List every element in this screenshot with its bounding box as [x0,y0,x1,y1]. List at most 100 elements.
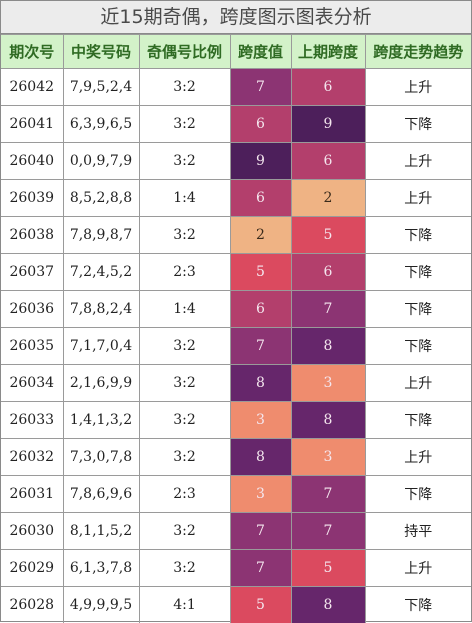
prev-span-cell: 6 [291,69,365,106]
odd-even-ratio-cell: 3:2 [139,328,230,365]
issue-cell: 26035 [1,328,63,365]
span-cell: 5 [230,254,291,291]
prev-span-cell: 5 [291,217,365,254]
span-cell: 9 [230,143,291,180]
numbers-cell: 7,8,8,2,4 [63,291,139,328]
odd-even-ratio-cell: 3:2 [139,143,230,180]
trend-cell: 下降 [365,291,471,328]
odd-even-ratio-cell: 3:2 [139,365,230,402]
prev-span-cell: 3 [291,439,365,476]
issue-cell: 26034 [1,365,63,402]
prev-span-cell: 7 [291,476,365,513]
prev-span-cell: 7 [291,291,365,328]
odd-even-ratio-cell: 3:2 [139,217,230,254]
issue-cell: 26036 [1,291,63,328]
header-issue: 期次号 [1,35,63,69]
odd-even-ratio-cell: 3:2 [139,106,230,143]
prev-span-cell: 5 [291,550,365,587]
trend-cell: 下降 [365,106,471,143]
trend-cell: 下降 [365,217,471,254]
prev-span-cell: 8 [291,402,365,439]
odd-even-ratio-cell: 4:1 [139,587,230,623]
span-cell: 6 [230,180,291,217]
issue-cell: 26031 [1,476,63,513]
prev-span-cell: 9 [291,106,365,143]
numbers-cell: 7,8,9,8,7 [63,217,139,254]
span-cell: 5 [230,587,291,623]
odd-even-ratio-cell: 1:4 [139,291,230,328]
prev-span-cell: 6 [291,143,365,180]
trend-cell: 上升 [365,69,471,106]
trend-cell: 下降 [365,476,471,513]
issue-cell: 26038 [1,217,63,254]
trend-cell: 下降 [365,254,471,291]
numbers-cell: 7,9,5,2,4 [63,69,139,106]
header-prev-span: 上期跨度 [291,35,365,69]
issue-cell: 26033 [1,402,63,439]
prev-span-cell: 7 [291,513,365,550]
trend-cell: 上升 [365,180,471,217]
issue-cell: 26039 [1,180,63,217]
odd-even-ratio-cell: 2:3 [139,254,230,291]
numbers-cell: 2,1,6,9,9 [63,365,139,402]
issue-cell: 26032 [1,439,63,476]
prev-span-cell: 8 [291,328,365,365]
numbers-cell: 8,5,2,8,8 [63,180,139,217]
odd-even-ratio-cell: 3:2 [139,402,230,439]
numbers-cell: 6,3,9,6,5 [63,106,139,143]
issue-cell: 26029 [1,550,63,587]
span-cell: 7 [230,513,291,550]
numbers-cell: 0,0,9,7,9 [63,143,139,180]
trend-cell: 上升 [365,365,471,402]
odd-even-ratio-cell: 3:2 [139,69,230,106]
numbers-cell: 1,4,1,3,2 [63,402,139,439]
span-cell: 7 [230,328,291,365]
span-cell: 7 [230,550,291,587]
numbers-cell: 7,2,4,5,2 [63,254,139,291]
trend-cell: 上升 [365,143,471,180]
span-cell: 6 [230,106,291,143]
trend-cell: 下降 [365,587,471,623]
prev-span-cell: 8 [291,587,365,623]
numbers-cell: 7,8,6,9,6 [63,476,139,513]
issue-cell: 26028 [1,587,63,623]
trend-cell: 下降 [365,402,471,439]
issue-cell: 26040 [1,143,63,180]
span-cell: 8 [230,365,291,402]
header-trend: 跨度走势趋势 [365,35,471,69]
span-cell: 7 [230,69,291,106]
issue-cell: 26042 [1,69,63,106]
issue-cell: 26037 [1,254,63,291]
prev-span-cell: 3 [291,365,365,402]
span-cell: 3 [230,402,291,439]
odd-even-ratio-cell: 3:2 [139,513,230,550]
span-cell: 6 [230,291,291,328]
trend-cell: 持平 [365,513,471,550]
span-cell: 3 [230,476,291,513]
table-header-row: 期次号 中奖号码 奇偶号比例 跨度值 上期跨度 跨度走势趋势 [1,35,471,69]
numbers-cell: 7,1,7,0,4 [63,328,139,365]
header-span: 跨度值 [230,35,291,69]
odd-even-ratio-cell: 3:2 [139,550,230,587]
odd-even-ratio-cell: 2:3 [139,476,230,513]
issue-cell: 26041 [1,106,63,143]
span-cell: 2 [230,217,291,254]
trend-cell: 上升 [365,439,471,476]
